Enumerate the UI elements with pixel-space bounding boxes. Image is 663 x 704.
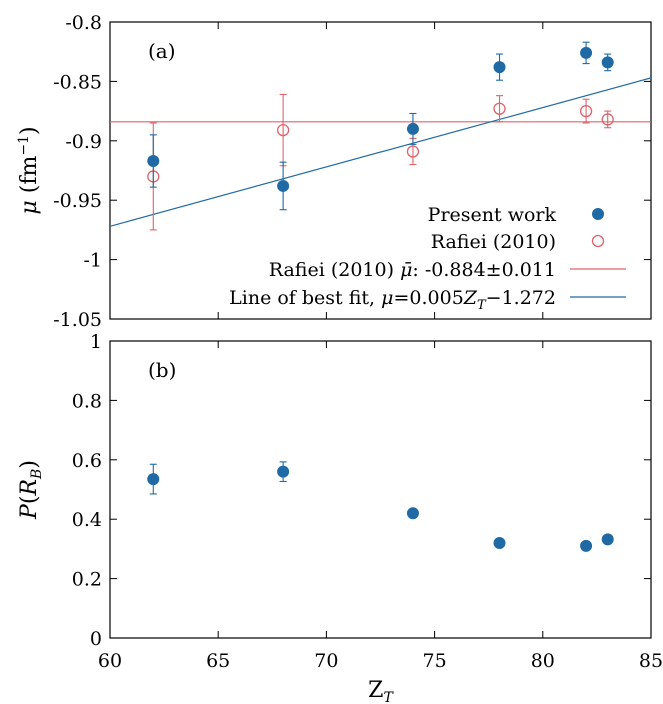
y-tick: -0.9 [65,131,651,153]
x-tick-label: 70 [314,650,338,672]
data-point [493,53,506,81]
y-tick-label: 0.8 [72,390,102,412]
y-tick-label: -0.8 [65,12,102,34]
data-point [147,134,160,188]
x-tick: 60 [98,341,122,672]
y-tick: 0.2 [72,569,651,591]
y-tick: 0.6 [72,450,651,472]
y-tick: 1 [90,331,651,353]
y-tick-label: -1 [83,250,102,272]
x-tick-label: 60 [98,650,122,672]
data-point [493,536,506,549]
data-point [601,110,614,129]
data-point [601,533,614,546]
legend-label: Line of best fit, μ=0.005ZT−1.272 [229,287,556,313]
legend-entry-present-work: Present work [428,204,604,226]
data-point [580,41,593,65]
legend-entry-best-fit: Line of best fit, μ=0.005ZT−1.272 [229,287,626,313]
y-tick: -1.05 [53,309,651,331]
x-tick: 80 [531,341,555,672]
panel-label: (b) [148,358,176,382]
y-tick-label: -0.9 [65,131,102,153]
data-point [406,112,419,145]
data-point [406,507,419,520]
data-point [579,98,593,124]
y-tick-label: -1.05 [53,309,102,331]
y-tick: 0.8 [72,390,651,412]
x-tick-label: 80 [531,650,555,672]
x-tick: 65 [206,341,230,672]
panel-label: (a) [148,39,176,63]
legend-label: Rafiei (2010) [431,231,556,253]
legend-entry-rafiei: Rafiei (2010) [431,231,605,253]
data-point [277,161,290,211]
plot-frame [109,340,652,639]
y-tick-label: 0 [90,628,102,650]
y-axis-title: P(RB) [17,460,45,520]
y-tick-label: 1 [90,331,102,353]
y-tick-label: -0.85 [53,71,102,93]
y-tick-label: 0.2 [72,569,102,591]
y-tick-label: 0.6 [72,450,102,472]
y-tick: 0 [90,628,651,650]
data-point [277,461,290,483]
legend: Present work Rafiei (2010) Rafiei (2010) μ… [229,204,626,313]
legend-label: Rafiei (2010) μ̄: -0.884±0.011 [269,259,556,281]
best-fit-line [110,77,651,227]
x-axis-title: ZT [368,678,394,704]
y-tick-label: 0.4 [72,509,102,531]
y-tick-label: -0.95 [53,190,102,212]
data-point [493,95,506,123]
x-tick: 75 [423,341,447,672]
panel-b: 0 0.2 0.4 0.6 0.8 1 60 65 70 75 80 85 (b) P(RB) ZT [17,331,663,704]
data-point [147,463,160,495]
x-tick-label: 75 [423,650,447,672]
y-tick: -1 [83,250,651,272]
plot-frame [109,21,652,320]
legend-label: Present work [428,204,557,226]
x-tick: 70 [314,341,338,672]
data-point [580,539,593,552]
y-axis-title: μ (fm−1) [16,126,42,214]
x-tick-label: 85 [639,650,663,672]
data-point [601,53,614,72]
y-tick: 0.4 [72,509,651,531]
data-point [276,93,290,167]
panel-a: -0.8 -0.85 -0.9 -0.95 -1 -1.05 (a) μ (fm−1) Pres… [16,12,652,331]
y-tick: -0.85 [53,71,651,93]
y-tick: -0.95 [53,190,651,212]
legend-entry-rafiei-mean: Rafiei (2010) μ̄: -0.884±0.011 [269,259,626,281]
x-tick-label: 65 [206,650,230,672]
y-tick: -0.8 [65,12,651,34]
x-tick: 85 [639,341,663,672]
